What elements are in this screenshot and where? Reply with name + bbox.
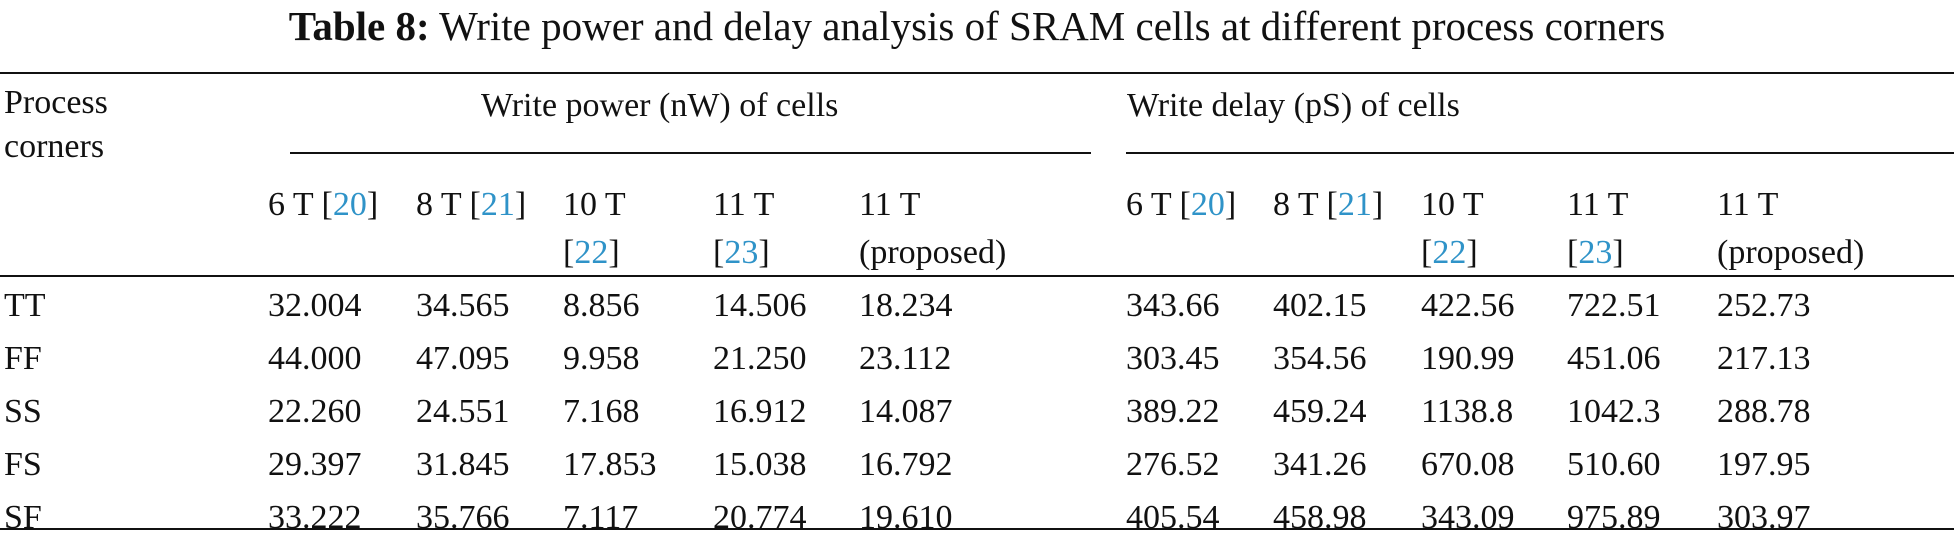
top-rule (0, 72, 1954, 74)
delay-cell: 343.66 (1126, 287, 1220, 324)
delay-cell: 288.78 (1717, 393, 1811, 430)
power-cell: 20.774 (713, 499, 807, 536)
delay-cell: 1042.3 (1567, 393, 1661, 430)
power-cell: 19.610 (859, 499, 953, 536)
power-cell: 8.856 (563, 287, 640, 324)
delay-cell: 405.54 (1126, 499, 1220, 536)
row-header-line2: corners (4, 128, 105, 165)
delay-cell: 190.99 (1421, 340, 1515, 377)
group-rule-power (290, 152, 1091, 154)
power-cell: 15.038 (713, 446, 807, 483)
row-corner: SS (4, 393, 42, 430)
power-cell: 34.565 (416, 287, 510, 324)
power-cell: 22.260 (268, 393, 362, 430)
delay-cell: 341.26 (1273, 446, 1367, 483)
power-cell: 23.112 (859, 340, 952, 377)
power-cell: 32.004 (268, 287, 362, 324)
col-header-delay-10t-ref: [22] (1421, 234, 1478, 271)
group-rule-delay (1126, 152, 1954, 154)
delay-cell: 343.09 (1421, 499, 1515, 536)
col-header-power-11t: 11 T (713, 186, 775, 223)
delay-cell: 303.97 (1717, 499, 1811, 536)
col-header-delay-11t-proposed: 11 T (1717, 186, 1779, 223)
delay-cell: 217.13 (1717, 340, 1811, 377)
header-rule (0, 275, 1954, 277)
col-header-delay-11t-proposed-line2: (proposed) (1717, 234, 1865, 271)
power-cell: 7.168 (563, 393, 640, 430)
ref-link[interactable]: 21 (480, 186, 515, 223)
power-cell: 9.958 (563, 340, 640, 377)
power-cell: 31.845 (416, 446, 510, 483)
power-cell: 24.551 (416, 393, 510, 430)
table-title: Write power and delay analysis of SRAM c… (439, 3, 1666, 49)
delay-cell: 459.24 (1273, 393, 1367, 430)
ref-link[interactable]: 21 (1337, 186, 1372, 223)
power-cell: 14.087 (859, 393, 953, 430)
power-cell: 14.506 (713, 287, 807, 324)
delay-cell: 303.45 (1126, 340, 1220, 377)
col-header-power-10t: 10 T (563, 186, 626, 223)
group-header-delay: Write delay (pS) of cells (1127, 87, 1460, 124)
power-cell: 21.250 (713, 340, 807, 377)
power-cell: 47.095 (416, 340, 510, 377)
table-caption: Table 8: Write power and delay analysis … (0, 2, 1954, 50)
row-corner: FF (4, 340, 42, 377)
row-corner: SF (4, 499, 42, 536)
delay-cell: 197.95 (1717, 446, 1811, 483)
group-header-power: Write power (nW) of cells (481, 87, 839, 124)
ref-link[interactable]: 20 (1190, 186, 1225, 223)
delay-cell: 1138.8 (1421, 393, 1514, 430)
power-cell: 16.912 (713, 393, 807, 430)
power-cell: 33.222 (268, 499, 362, 536)
power-cell: 35.766 (416, 499, 510, 536)
col-header-delay-10t: 10 T (1421, 186, 1484, 223)
col-header-delay-11t: 11 T (1567, 186, 1629, 223)
ref-link[interactable]: 20 (332, 186, 367, 223)
col-header-power-6t: 6 T [20] (268, 186, 379, 223)
delay-cell: 276.52 (1126, 446, 1220, 483)
power-cell: 29.397 (268, 446, 362, 483)
ref-link[interactable]: 23 (724, 234, 759, 271)
delay-cell: 402.15 (1273, 287, 1367, 324)
bottom-rule (0, 528, 1954, 530)
delay-cell: 975.89 (1567, 499, 1661, 536)
col-header-power-8t: 8 T [21] (416, 186, 527, 223)
delay-cell: 354.56 (1273, 340, 1367, 377)
delay-cell: 510.60 (1567, 446, 1661, 483)
power-cell: 16.792 (859, 446, 953, 483)
col-header-delay-11t-ref: [23] (1567, 234, 1624, 271)
ref-link[interactable]: 23 (1578, 234, 1613, 271)
delay-cell: 451.06 (1567, 340, 1661, 377)
power-cell: 44.000 (268, 340, 362, 377)
delay-cell: 389.22 (1126, 393, 1220, 430)
row-header-line1: Process (4, 84, 108, 121)
delay-cell: 458.98 (1273, 499, 1367, 536)
delay-cell: 670.08 (1421, 446, 1515, 483)
power-cell: 7.117 (563, 499, 639, 536)
ref-link[interactable]: 22 (1432, 234, 1467, 271)
col-header-power-10t-ref: [22] (563, 234, 620, 271)
row-corner: FS (4, 446, 42, 483)
ref-link[interactable]: 22 (574, 234, 609, 271)
col-header-power-11t-ref: [23] (713, 234, 770, 271)
row-corner: TT (4, 287, 46, 324)
col-header-power-11t-proposed-line2: (proposed) (859, 234, 1007, 271)
col-header-power-11t-proposed: 11 T (859, 186, 921, 223)
delay-cell: 722.51 (1567, 287, 1661, 324)
power-cell: 17.853 (563, 446, 657, 483)
table-label: Table 8: (288, 3, 430, 49)
delay-cell: 422.56 (1421, 287, 1515, 324)
col-header-delay-8t: 8 T [21] (1273, 186, 1384, 223)
delay-cell: 252.73 (1717, 287, 1811, 324)
col-header-delay-6t: 6 T [20] (1126, 186, 1237, 223)
power-cell: 18.234 (859, 287, 953, 324)
